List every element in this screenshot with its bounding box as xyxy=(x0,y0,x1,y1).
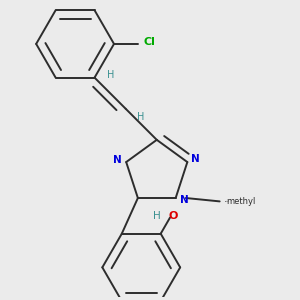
Text: N: N xyxy=(191,154,200,164)
Text: N: N xyxy=(113,155,122,165)
Text: Cl: Cl xyxy=(144,37,155,47)
Text: methyl: methyl xyxy=(225,201,230,202)
Text: H: H xyxy=(107,70,115,80)
Text: methyl: methyl xyxy=(226,197,256,206)
Text: H: H xyxy=(137,112,145,122)
Text: O: O xyxy=(169,211,178,221)
Text: H: H xyxy=(153,211,161,221)
Text: N: N xyxy=(180,195,188,205)
